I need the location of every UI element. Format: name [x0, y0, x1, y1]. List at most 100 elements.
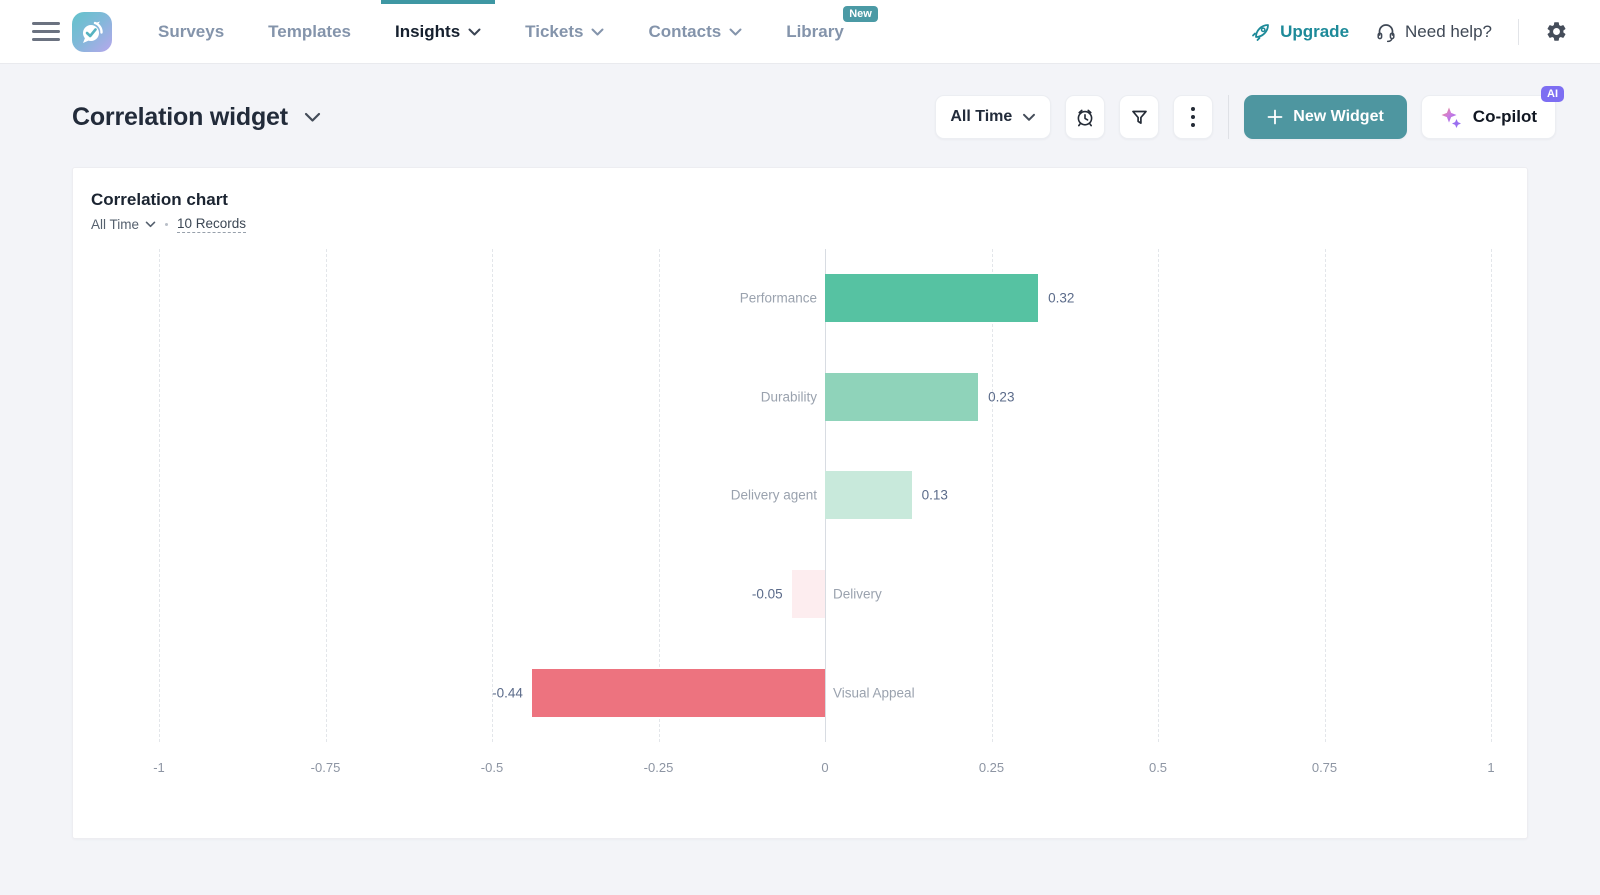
nav-right-actions: Upgrade Need help? [1251, 18, 1568, 45]
need-help-label: Need help? [1405, 21, 1492, 41]
need-help-button[interactable]: Need help? [1375, 21, 1492, 43]
nav-label: Tickets [525, 21, 584, 41]
toolbar-divider [1228, 95, 1230, 139]
widget-subtitle: All Time 10 Records [73, 210, 1527, 233]
more-options-button[interactable] [1173, 95, 1214, 139]
top-navigation: Surveys Templates Insights Tickets Conta… [0, 0, 1600, 64]
headset-icon [1377, 23, 1395, 42]
filter-button[interactable] [1119, 95, 1160, 139]
gridline [991, 249, 993, 742]
value-label-durability: 0.23 [988, 389, 1015, 405]
header-toolbar: All Time [935, 86, 1564, 139]
nav-item-library[interactable]: Library New [764, 0, 878, 64]
x-tick-label: 0.5 [1148, 760, 1168, 775]
widget-title: Correlation chart [91, 190, 228, 209]
bar-durability[interactable] [825, 372, 979, 421]
gridline [1158, 249, 1159, 742]
active-tab-indicator [381, 0, 496, 4]
nav-item-templates[interactable]: Templates [246, 0, 373, 64]
nav-label: Contacts [648, 21, 722, 41]
nav-item-contacts[interactable]: Contacts [626, 0, 764, 64]
chart-row-delivery-agent: 0.13 Delivery agent [159, 446, 1491, 545]
category-label-delivery: Delivery [833, 586, 882, 602]
schedule-button[interactable] [1065, 95, 1106, 139]
value-label-delivery-agent: 0.13 [921, 487, 948, 503]
nav-label: Surveys [158, 21, 225, 41]
hamburger-menu-icon[interactable] [32, 22, 60, 41]
filter-funnel-icon [1131, 110, 1147, 124]
chevron-down-icon [1023, 113, 1036, 121]
category-label-visual-appeal: Visual Appeal [833, 685, 915, 701]
gridline [658, 249, 660, 742]
widget-time-filter-label: All Time [91, 217, 140, 232]
bar-performance[interactable] [825, 274, 1039, 323]
chevron-down-icon [304, 112, 320, 122]
value-label-delivery: -0.05 [751, 586, 783, 602]
new-badge: New [843, 5, 878, 22]
x-tick-label: 0.75 [1311, 760, 1338, 775]
nav-item-insights[interactable]: Insights [373, 0, 503, 64]
chevron-down-icon [468, 28, 481, 35]
correlation-widget-card: Correlation chart All Time 10 Records 0.… [72, 167, 1528, 839]
bar-delivery[interactable] [791, 570, 825, 619]
upgrade-label: Upgrade [1280, 21, 1350, 41]
x-axis: -1 -0.75 -0.5 -0.25 0 0.25 0.5 0.75 1 [153, 760, 1495, 780]
kebab-menu-icon [1191, 107, 1196, 127]
settings-gear-icon[interactable] [1545, 20, 1568, 43]
chart-row-performance: 0.32 Performance [159, 249, 1491, 348]
chevron-down-icon [729, 28, 742, 35]
new-widget-label: New Widget [1293, 108, 1384, 125]
nav-items: Surveys Templates Insights Tickets Conta… [136, 0, 878, 64]
x-tick-label: -0.75 [310, 760, 341, 775]
ai-badge: AI [1541, 86, 1564, 102]
category-label-delivery-agent: Delivery agent [730, 487, 817, 503]
bird-logo-icon [83, 21, 103, 43]
category-label-performance: Performance [739, 290, 817, 306]
page-title: Correlation widget [72, 102, 288, 131]
records-link[interactable]: 10 Records [177, 216, 247, 233]
copilot-label: Co-pilot [1472, 107, 1537, 126]
nav-item-surveys[interactable]: Surveys [136, 0, 246, 64]
page-header: Correlation widget All Time [0, 64, 1600, 139]
nav-label: Insights [395, 21, 461, 41]
page-title-dropdown[interactable]: Correlation widget [72, 103, 321, 132]
gridline [492, 249, 493, 742]
gridline [1324, 249, 1326, 742]
new-widget-button[interactable]: New Widget [1244, 95, 1407, 139]
bar-visual-appeal[interactable] [531, 668, 825, 717]
sparkles-icon [1441, 107, 1461, 128]
alarm-clock-icon [1077, 109, 1093, 127]
x-tick-label: 0.25 [978, 760, 1005, 775]
x-tick-label: -0.5 [480, 760, 504, 775]
chart-row-durability: 0.23 Durability [159, 348, 1491, 447]
time-filter-dropdown[interactable]: All Time [935, 95, 1052, 139]
category-label-durability: Durability [760, 389, 817, 405]
nav-label: Templates [268, 21, 351, 41]
gridline [159, 249, 160, 742]
x-tick-label: -1 [153, 760, 165, 775]
nav-divider [1518, 18, 1519, 45]
value-label-performance: 0.32 [1048, 290, 1075, 306]
x-tick-label: -0.25 [643, 760, 674, 775]
chart-row-delivery: -0.05 Delivery [159, 545, 1491, 644]
chevron-down-icon [145, 221, 156, 228]
x-tick-label: 1 [1487, 760, 1495, 775]
gridline [1491, 249, 1492, 742]
copilot-button[interactable]: Co-pilot AI [1420, 86, 1564, 139]
plus-icon [1267, 109, 1283, 125]
nav-label: Library [786, 21, 844, 41]
value-label-visual-appeal: -0.44 [492, 685, 523, 701]
time-filter-label: All Time [950, 108, 1013, 125]
widget-time-filter[interactable]: All Time [91, 217, 156, 232]
x-tick-label: 0 [821, 760, 829, 775]
upgrade-button[interactable]: Upgrade [1251, 21, 1349, 42]
plot-area: 0.32 Performance 0.23 Durability 0.13 Deliver… [159, 249, 1492, 742]
chevron-down-icon [591, 28, 604, 35]
dot-separator [165, 223, 169, 226]
bar-delivery-agent[interactable] [825, 471, 912, 520]
app-logo[interactable] [72, 11, 112, 52]
nav-item-tickets[interactable]: Tickets [503, 0, 626, 64]
rocket-icon [1252, 24, 1269, 41]
chart-row-visual-appeal: -0.44 Visual Appeal [159, 643, 1491, 742]
